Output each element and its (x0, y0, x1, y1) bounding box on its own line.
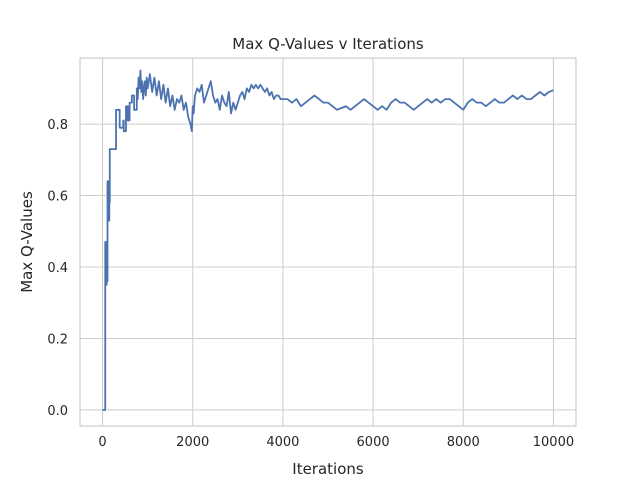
x-tick-label: 4000 (266, 435, 299, 450)
x-tick-label: 2000 (176, 435, 209, 450)
y-tick-label: 0.8 (47, 118, 68, 133)
x-axis-ticks: 0 2000 4000 6000 8000 10000 (98, 435, 574, 450)
x-tick-label: 6000 (357, 435, 390, 450)
y-tick-label: 0.6 (47, 190, 68, 205)
x-tick-label: 8000 (447, 435, 480, 450)
grid (80, 58, 576, 426)
chart-title: Max Q-Values v Iterations (232, 35, 424, 53)
series-line (102, 69, 554, 411)
x-tick-label: 10000 (533, 435, 574, 450)
x-axis-label: Iterations (292, 460, 364, 478)
y-tick-label: 0.2 (47, 332, 68, 347)
plot-frame (79, 57, 577, 427)
series-layer (102, 69, 554, 411)
y-tick-label: 0.4 (47, 261, 68, 276)
y-axis-ticks: 0.0 0.2 0.4 0.6 0.8 (47, 118, 68, 419)
x-tick-label: 0 (98, 435, 106, 450)
y-tick-label: 0.0 (47, 404, 68, 419)
y-axis-label: Max Q-Values (18, 191, 36, 293)
